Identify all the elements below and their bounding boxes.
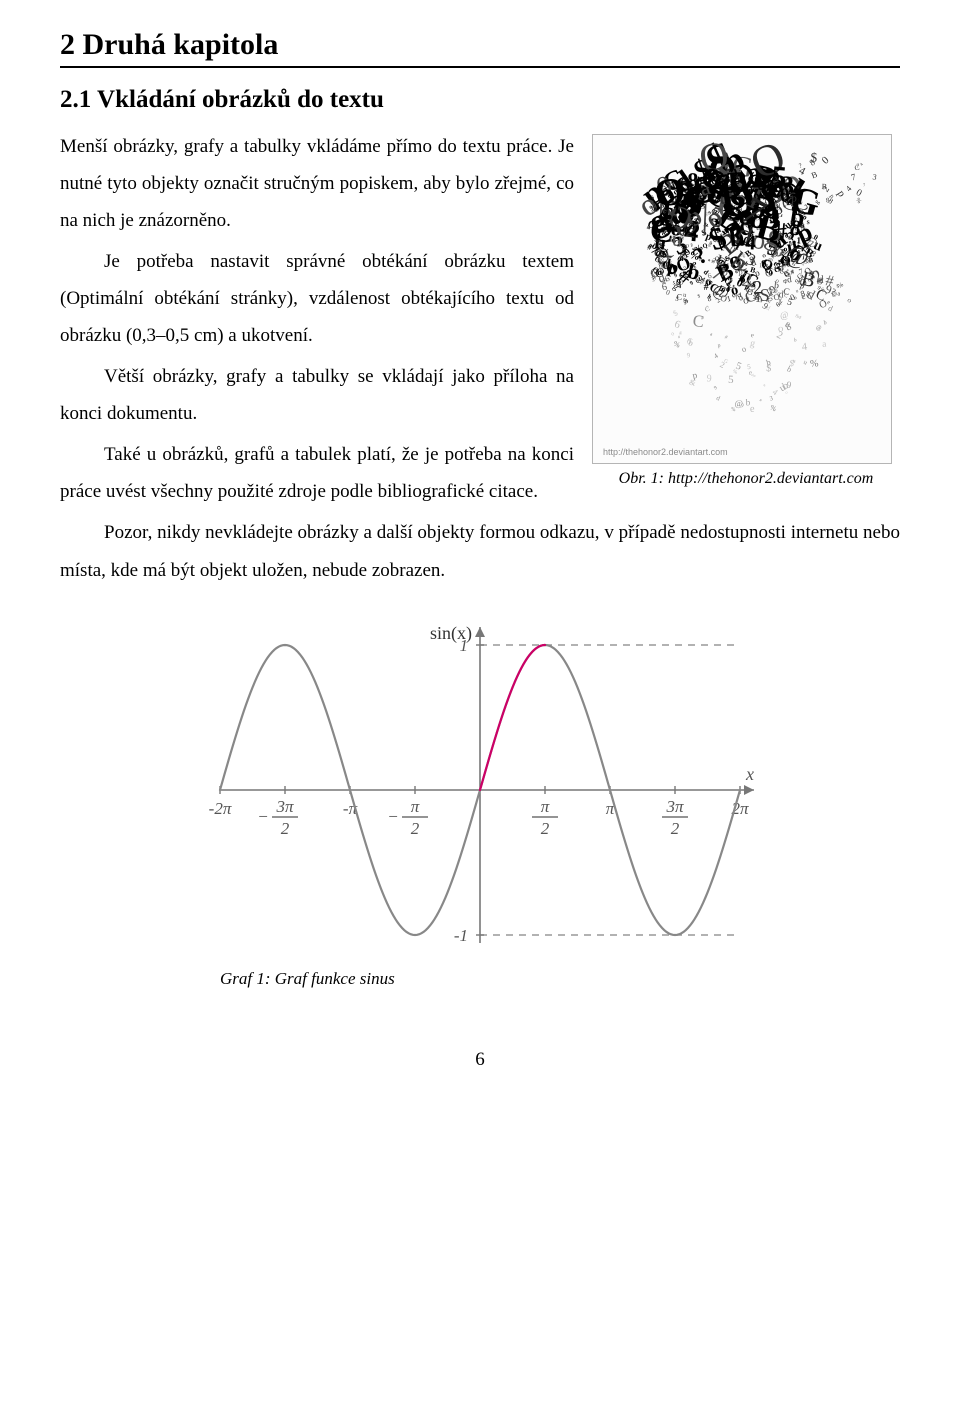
page-number: 6: [60, 1049, 900, 1071]
svg-text:1: 1: [460, 636, 469, 655]
svg-text:p: p: [717, 343, 721, 350]
svg-text:$: $: [671, 308, 679, 318]
figure-1: Qe5g41&%CQ&C71&bu0?g2$25d$9Co78doB7@615#…: [592, 134, 900, 488]
svg-text:%: %: [730, 406, 736, 413]
svg-text:e: e: [750, 404, 755, 415]
svg-text:9: 9: [686, 352, 691, 360]
svg-text:u: u: [802, 359, 809, 367]
svg-text:−: −: [387, 807, 398, 826]
chapter-title: 2 Druhá kapitola: [60, 28, 900, 68]
svg-text:#: #: [759, 398, 763, 402]
svg-text:@: @: [816, 325, 822, 331]
svg-text:0: 0: [819, 154, 831, 167]
svg-text:a: a: [822, 340, 828, 350]
svg-text:a: a: [837, 291, 840, 297]
svg-text:o: o: [708, 257, 710, 262]
figure-1-caption: Obr. 1: http://thehonor2.deviantart.com: [592, 470, 900, 488]
svg-text:%: %: [751, 373, 756, 379]
svg-text:2: 2: [541, 819, 550, 838]
svg-text:3π: 3π: [275, 797, 294, 816]
svg-text:9: 9: [713, 385, 719, 392]
svg-text:−: −: [257, 807, 268, 826]
svg-text:b: b: [707, 293, 713, 300]
svg-text:7: 7: [850, 171, 858, 182]
sine-graph-svg: xsin(x)-2π−3π2-π−π2π2π3π22π1-1: [180, 625, 780, 955]
svg-text:g: g: [679, 330, 682, 335]
svg-text:3: 3: [872, 172, 877, 182]
svg-text:#: #: [678, 335, 681, 339]
figure-1-frame: Qe5g41&%CQ&C71&bu0?g2$25d$9Co78doB7@615#…: [592, 134, 892, 464]
svg-text:G: G: [661, 260, 669, 271]
svg-text:e: e: [762, 382, 766, 387]
svg-text:π: π: [411, 797, 420, 816]
svg-text:C: C: [692, 311, 706, 331]
svg-text:o: o: [740, 343, 748, 354]
svg-text:O: O: [846, 299, 852, 305]
svg-text:b: b: [824, 320, 827, 326]
svg-text:o: o: [670, 331, 676, 338]
svg-text:7: 7: [863, 182, 866, 187]
svg-text:%: %: [810, 358, 819, 370]
svg-text:2: 2: [281, 819, 290, 838]
svg-text:g: g: [749, 338, 756, 350]
svg-text:3π: 3π: [665, 797, 684, 816]
svg-text:2: 2: [411, 819, 420, 838]
svg-text:$: $: [697, 294, 701, 300]
svg-text:a: a: [701, 315, 703, 320]
typographic-head-icon: Qe5g41&%CQ&C71&bu0?g2$25d$9Co78doB7@615#…: [599, 141, 885, 457]
svg-text:%: %: [672, 339, 682, 350]
page: 2 Druhá kapitola 2.1 Vkládání obrázků do…: [0, 0, 960, 1111]
svg-text:2: 2: [671, 819, 680, 838]
svg-text:p: p: [835, 188, 848, 199]
sine-graph-caption: Graf 1: Graf funkce sinus: [220, 969, 395, 989]
svg-text:%: %: [854, 197, 863, 205]
svg-text:4: 4: [712, 352, 720, 361]
svg-text:-1: -1: [454, 926, 468, 945]
svg-text:%: %: [769, 404, 778, 414]
svg-text:B: B: [822, 182, 828, 191]
svg-text:x: x: [745, 764, 754, 784]
svg-text:5: 5: [786, 297, 794, 308]
svg-text:a: a: [709, 331, 714, 338]
svg-text:5: 5: [728, 374, 734, 386]
svg-text:o: o: [794, 295, 798, 301]
paragraph-5: Pozor, nikdy nevkládejte obrázky a další…: [60, 514, 900, 588]
svg-text:p: p: [791, 193, 797, 204]
svg-text:-2π: -2π: [209, 799, 232, 818]
svg-text:O: O: [778, 325, 784, 333]
sine-graph: xsin(x)-2π−3π2-π−π2π2π3π22π1-1 Graf 1: G…: [60, 625, 900, 989]
figure-source-note: http://thehonor2.deviantart.com: [603, 447, 728, 457]
svg-text:4: 4: [801, 341, 808, 353]
svg-text:d: d: [715, 395, 722, 403]
svg-text:π: π: [541, 797, 550, 816]
svg-text:3: 3: [765, 182, 770, 192]
svg-text:4: 4: [859, 161, 865, 167]
svg-text:b: b: [794, 337, 798, 343]
svg-text:#: #: [723, 334, 728, 341]
svg-text:d: d: [818, 274, 824, 286]
section-title: 2.1 Vkládání obrázků do textu: [60, 86, 900, 114]
svg-text:B: B: [810, 169, 819, 180]
svg-text:9: 9: [706, 373, 712, 384]
svg-text:&: &: [688, 378, 697, 388]
